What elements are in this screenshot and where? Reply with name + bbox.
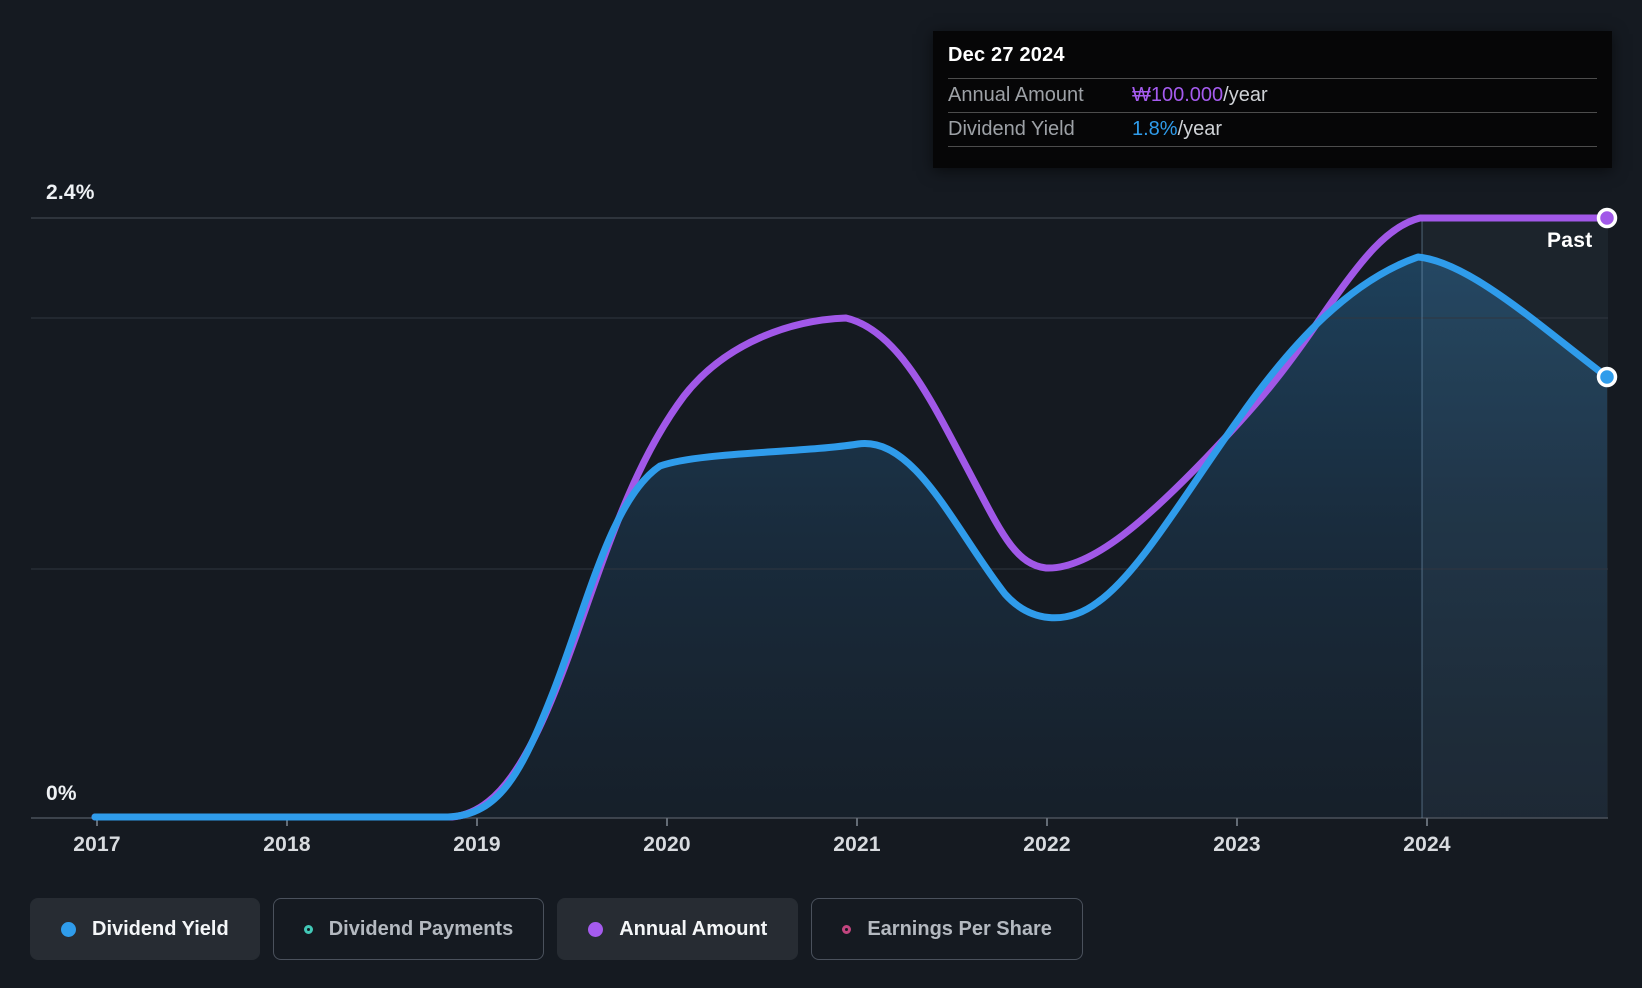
chart-tooltip: Dec 27 2024 Annual Amount ₩100.000/year … — [933, 31, 1612, 168]
earnings-per-share-ring-icon — [842, 924, 852, 934]
legend-label: Annual Amount — [619, 917, 768, 940]
legend-label: Earnings Per Share — [867, 917, 1052, 940]
tooltip-value-suffix: /year — [1223, 84, 1268, 106]
chart-legend: Dividend Yield Dividend Payments Annual … — [30, 898, 1083, 960]
x-axis-label-2022: 2022 — [1023, 833, 1071, 856]
legend-label: Dividend Yield — [92, 917, 229, 940]
legend-toggle-earnings-per-share[interactable]: Earnings Per Share — [811, 898, 1083, 960]
past-label: Past — [1547, 229, 1593, 252]
legend-toggle-dividend-payments[interactable]: Dividend Payments — [272, 898, 545, 960]
x-axis-label-2023: 2023 — [1213, 833, 1261, 856]
tooltip-value: ₩100.000 — [1132, 84, 1224, 106]
tooltip-value-suffix: /year — [1177, 118, 1223, 140]
tooltip-value: 1.8% — [1132, 118, 1178, 140]
x-axis-label-2017: 2017 — [73, 833, 121, 856]
x-axis-label-2021: 2021 — [833, 833, 881, 856]
dividend-payments-ring-icon — [303, 924, 313, 934]
x-axis-label-2024: 2024 — [1403, 833, 1451, 856]
dividend-yield-dot-icon — [61, 921, 76, 937]
dividend-yield-area — [95, 257, 1607, 818]
y-axis-label-zero: 0% — [46, 782, 77, 805]
x-axis-label-2020: 2020 — [643, 833, 691, 856]
tooltip-row-annual-amount: Annual Amount ₩100.000/year — [948, 78, 1597, 112]
legend-label: Dividend Payments — [328, 917, 514, 940]
tooltip-label: Annual Amount — [948, 84, 1084, 106]
x-axis-label-2019: 2019 — [453, 833, 501, 856]
tooltip-date: Dec 27 2024 — [948, 44, 1065, 66]
tooltip-label: Dividend Yield — [948, 118, 1075, 140]
tooltip-row-dividend-yield: Dividend Yield 1.8%/year — [948, 112, 1597, 146]
tooltip-divider — [948, 146, 1597, 147]
annual-amount-end-marker — [1596, 207, 1618, 229]
y-axis-label-max: 2.4% — [46, 181, 95, 204]
annual-amount-dot-icon — [588, 921, 604, 937]
dividend-yield-line — [91, 253, 1611, 821]
x-axis-label-2018: 2018 — [263, 833, 311, 856]
dividend-yield-end-marker — [1596, 366, 1618, 388]
legend-toggle-dividend-yield[interactable]: Dividend Yield — [30, 898, 260, 960]
legend-toggle-annual-amount[interactable]: Annual Amount — [557, 898, 799, 960]
